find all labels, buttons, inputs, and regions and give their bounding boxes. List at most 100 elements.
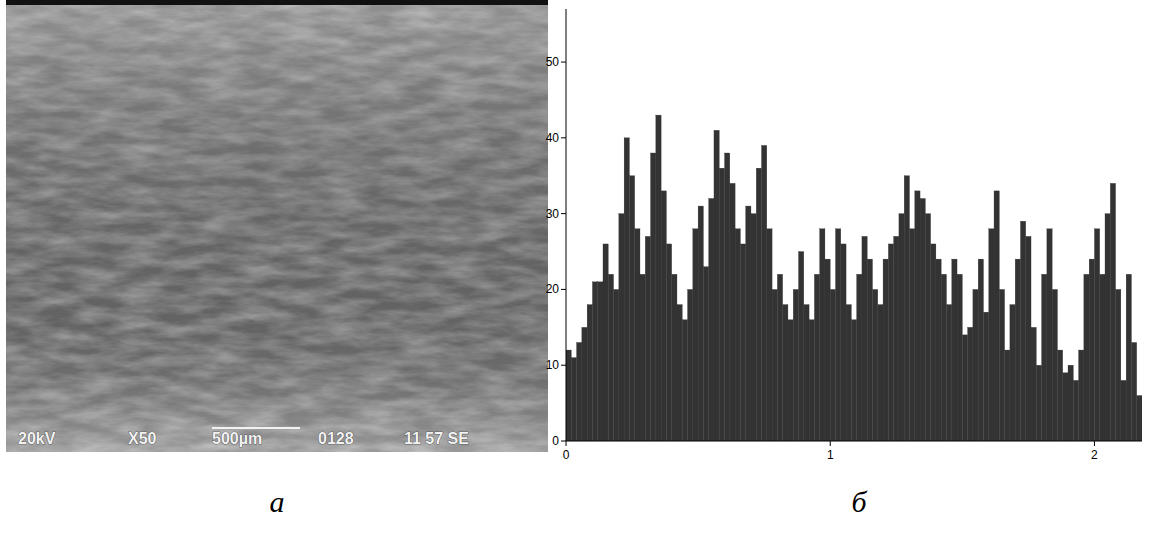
y-tick <box>561 137 566 138</box>
bar <box>804 305 809 441</box>
bar <box>688 289 693 441</box>
bar <box>1089 259 1094 441</box>
bar <box>1020 221 1025 441</box>
bar <box>836 229 841 441</box>
bar <box>624 138 629 441</box>
bar <box>730 183 735 441</box>
micrograph-shade <box>6 4 548 452</box>
x-axis <box>566 441 1142 442</box>
bar <box>608 274 613 441</box>
micrograph: 20kVX50500µm012811 57 SE <box>6 0 548 452</box>
bar <box>629 176 634 441</box>
bar <box>1026 236 1031 441</box>
y-tick <box>561 62 566 63</box>
bar <box>714 130 719 441</box>
y-tick-label: 50 <box>546 55 560 69</box>
bar <box>915 191 920 441</box>
bar <box>725 153 730 441</box>
bar <box>1116 289 1121 441</box>
bar <box>809 320 814 441</box>
bar <box>703 267 708 441</box>
bar <box>571 358 576 441</box>
micrograph-ground <box>6 4 548 452</box>
bar <box>1042 274 1047 441</box>
bar <box>962 335 967 441</box>
bar <box>862 236 867 441</box>
bar <box>783 305 788 441</box>
bar <box>635 229 640 441</box>
y-tick-label: 20 <box>546 282 560 296</box>
bar <box>999 289 1004 441</box>
bar <box>788 320 793 441</box>
bar <box>1063 373 1068 441</box>
bar <box>989 229 994 441</box>
bar <box>941 274 946 441</box>
bar <box>909 229 914 441</box>
bar <box>799 252 804 441</box>
bar <box>1052 289 1057 441</box>
bar <box>1010 305 1015 441</box>
bar <box>603 244 608 441</box>
y-tick <box>561 289 566 290</box>
bar <box>682 320 687 441</box>
micrograph-info: 0128 <box>318 430 354 447</box>
bar <box>640 274 645 441</box>
panel-caption: а <box>270 485 285 518</box>
bar <box>946 305 951 441</box>
bar <box>751 214 756 441</box>
bar <box>983 312 988 441</box>
micrograph-top <box>6 0 548 5</box>
y-tick-label: 40 <box>546 131 560 145</box>
bar <box>925 214 930 441</box>
bar <box>756 168 761 441</box>
y-tick <box>561 213 566 214</box>
bar <box>894 236 899 441</box>
bar <box>740 244 745 441</box>
bar <box>666 244 671 441</box>
x-tick-label: 2 <box>1091 448 1098 462</box>
bar <box>767 229 772 441</box>
bar <box>931 244 936 441</box>
bar <box>661 191 666 441</box>
bar <box>656 115 661 441</box>
bar <box>952 259 957 441</box>
x-tick <box>1094 441 1095 446</box>
bar <box>1057 350 1062 441</box>
bar <box>978 259 983 441</box>
bar <box>587 305 592 441</box>
bar <box>746 206 751 441</box>
bar <box>936 259 941 441</box>
y-tick <box>561 441 566 442</box>
bar <box>693 229 698 441</box>
bar <box>577 342 582 441</box>
bar <box>820 229 825 441</box>
bar <box>709 198 714 441</box>
y-tick-label: 10 <box>546 358 560 372</box>
bar <box>619 214 624 441</box>
bar <box>1126 274 1131 441</box>
micrograph-info: 20kV <box>18 430 56 447</box>
bar <box>735 229 740 441</box>
x-tick-label: 1 <box>827 448 834 462</box>
bar <box>888 244 893 441</box>
bar <box>1100 274 1105 441</box>
bar <box>719 168 724 441</box>
y-tick-label: 30 <box>546 207 560 221</box>
x-tick <box>830 441 831 446</box>
y-tick-label: 0 <box>552 434 559 448</box>
micrograph-info: 11 57 SE <box>404 430 469 447</box>
bar <box>1036 365 1041 441</box>
bar <box>566 350 571 441</box>
bar <box>851 320 856 441</box>
bar <box>777 274 782 441</box>
bar <box>793 289 798 441</box>
bar <box>1079 350 1084 441</box>
bar <box>592 282 597 441</box>
bar <box>883 259 888 441</box>
bar <box>1137 396 1142 441</box>
bar <box>904 176 909 441</box>
y-tick <box>561 365 566 366</box>
bar <box>867 259 872 441</box>
bar <box>878 305 883 441</box>
bar <box>846 305 851 441</box>
